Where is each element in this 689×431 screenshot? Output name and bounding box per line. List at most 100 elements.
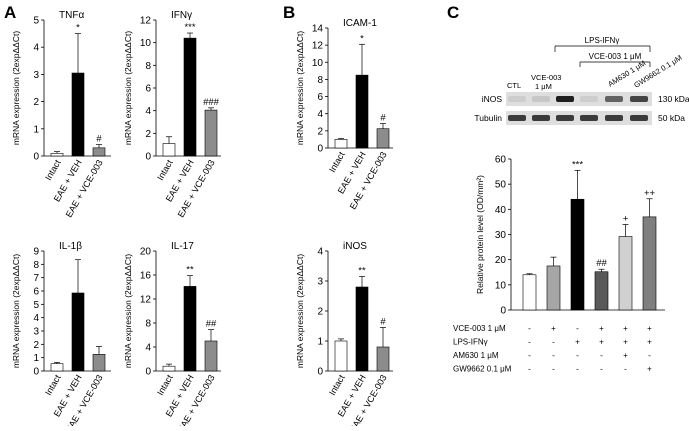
treatment-mark: - [528, 365, 531, 374]
significance-label: *** [572, 159, 583, 170]
treatment-mark: - [528, 324, 531, 333]
bar [71, 292, 85, 372]
blot-band [605, 96, 623, 102]
bar [334, 340, 348, 372]
y-axis-label: mRNA expression (2expΔΔCt) [123, 254, 133, 369]
blot-band [556, 96, 574, 102]
subgroup-label: VCE-003 1 μM [589, 52, 642, 61]
panel-letter-c: C [447, 3, 459, 22]
y-tick-label: 0 [145, 152, 151, 163]
lane-label: VCE-003 [531, 73, 561, 82]
treatment-label: LPS-IFNγ [453, 338, 488, 347]
y-tick-label: 1 [33, 124, 39, 135]
significance-label: *** [184, 22, 195, 33]
y-tick-label: 3 [33, 327, 39, 338]
blot-band [630, 115, 648, 121]
y-tick-label: 20 [495, 255, 507, 266]
treatment-mark: + [623, 351, 628, 360]
lane-label: 1 μM [535, 82, 552, 91]
significance-label: + [623, 213, 629, 224]
y-tick-label: 4 [145, 343, 151, 354]
treatment-mark: - [552, 365, 555, 374]
bar [355, 74, 369, 149]
bar [376, 346, 390, 372]
y-tick-label: 4 [33, 313, 39, 324]
y-tick-label: 8 [145, 61, 151, 72]
treatment-label: VCE-003 1 μM [453, 324, 506, 333]
y-tick-label: 5 [33, 300, 39, 311]
treatment-mark: + [647, 324, 652, 333]
bar [162, 143, 176, 157]
blot-row-label: iNOS [482, 94, 503, 104]
chart-icam-1: 0 2 4 6 8 10 12 14 mRNA expression (2expΔΔCt) ICA… [295, 18, 393, 211]
chart-tnf-: 0 1 2 3 4 5 mRNA expression (2expΔΔCt) TNFα Inta… [11, 10, 111, 219]
treatment-mark: - [552, 338, 555, 347]
chart-title: iNOS [343, 241, 367, 252]
blot-band [605, 115, 623, 121]
significance-label: ++ [644, 188, 656, 199]
y-tick-label: 2 [145, 129, 151, 140]
y-tick-label: 0 [317, 144, 323, 155]
y-tick-label: 2 [33, 340, 39, 351]
bar [71, 72, 85, 157]
chart-protein-level: 0 10 20 30 40 50 60 Relative protein level (OD/… [453, 155, 665, 374]
bar [183, 37, 197, 157]
y-tick-label: 60 [495, 155, 507, 166]
y-tick-label: 6 [145, 84, 151, 95]
treatment-mark: - [528, 351, 531, 360]
category-label: Intact [327, 373, 347, 397]
bar [618, 236, 633, 311]
bar [92, 354, 106, 372]
y-tick-label: 10 [495, 280, 507, 291]
treatment-mark: - [576, 351, 579, 360]
bar [376, 128, 390, 149]
chart-il-17: 0 4 8 12 16 20 mRNA expression (2expΔΔCt) IL-17… [123, 241, 221, 431]
y-tick-label: 40 [495, 205, 507, 216]
bar [546, 265, 561, 311]
bar [162, 365, 176, 372]
blot-size-label: 50 kDa [658, 113, 685, 123]
treatment-mark: + [575, 338, 580, 347]
treatment-label: AM630 1 μM [453, 351, 499, 360]
y-tick-label: 2 [317, 307, 323, 318]
y-tick-label: 14 [312, 24, 324, 35]
y-tick-label: 5 [33, 16, 39, 27]
bar [522, 274, 537, 311]
treatment-label: GW9662 0.1 μM [453, 365, 512, 374]
y-axis-label: mRNA expression (2expΔΔCt) [11, 254, 21, 369]
y-tick-label: 3 [317, 277, 323, 288]
y-axis-label: mRNA expression (2expΔΔCt) [123, 31, 133, 146]
chart-title: IL-17 [171, 241, 194, 252]
chart-title: IFNγ [171, 10, 192, 21]
y-tick-label: 6 [317, 92, 323, 103]
blot-strip [506, 111, 652, 125]
y-tick-label: 9 [33, 247, 39, 258]
bar [50, 363, 64, 372]
treatment-mark: - [600, 351, 603, 360]
category-label: Intact [43, 158, 63, 182]
y-tick-label: 12 [140, 295, 152, 306]
bar [334, 139, 348, 149]
significance-label: ## [206, 319, 217, 330]
bar [204, 109, 218, 157]
blot-band [508, 96, 526, 102]
chart-title: IL-1β [59, 241, 82, 252]
significance-label: ** [186, 265, 194, 276]
y-axis-label: mRNA expression (2expΔΔCt) [295, 31, 305, 146]
y-tick-label: 4 [33, 43, 39, 54]
y-tick-label: 8 [33, 260, 39, 271]
category-label: Intact [327, 150, 347, 174]
blot-band [630, 96, 648, 102]
treatment-mark: - [528, 338, 531, 347]
y-tick-label: 7 [33, 273, 39, 284]
y-tick-label: 4 [145, 106, 151, 117]
blot-band [580, 115, 598, 121]
y-tick-label: 8 [317, 75, 323, 86]
treatment-mark: + [647, 338, 652, 347]
bar [355, 286, 369, 372]
y-tick-label: 0 [317, 367, 323, 378]
treatment-mark: - [600, 365, 603, 374]
chart-ifn-: 0 2 4 6 8 10 12 mRNA expression (2expΔΔCt) IFNγ I… [123, 10, 221, 219]
